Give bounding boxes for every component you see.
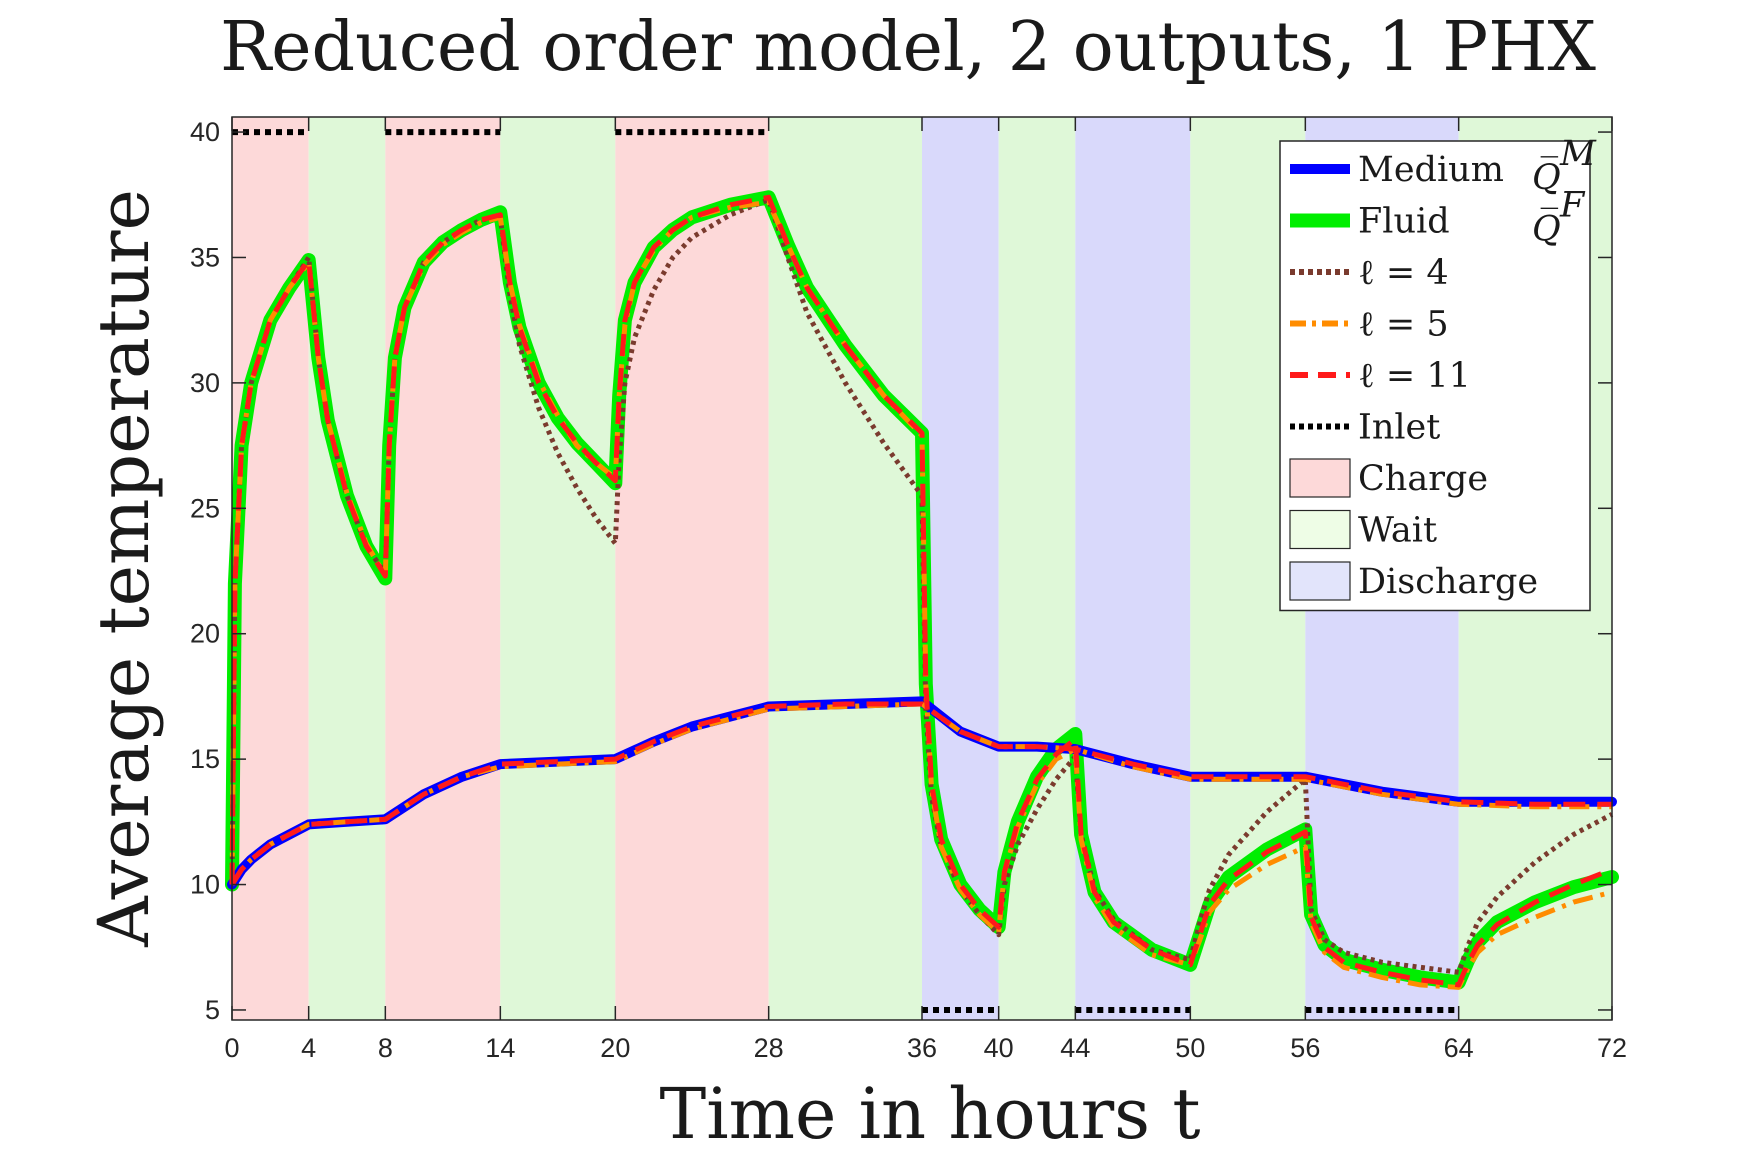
legend-label: ℓ = 11: [1358, 356, 1471, 396]
legend-label: ℓ = 4: [1358, 253, 1449, 293]
x-tick-label: 0: [224, 1033, 239, 1063]
phase-band-wait: [998, 117, 1076, 1020]
y-tick-label: 15: [190, 744, 220, 774]
y-tick-label: 5: [205, 995, 220, 1025]
legend-label: Wait: [1358, 511, 1437, 551]
phase-band-wait: [500, 117, 616, 1020]
series-line-medium-5: [229, 701, 1612, 886]
x-tick-label: 44: [1060, 1033, 1090, 1063]
x-tick-label: 8: [378, 1033, 393, 1063]
series-lines: [225, 129, 1619, 1013]
legend-item: Wait: [1289, 509, 1437, 551]
legend-item: Discharge: [1289, 561, 1538, 602]
x-tick-label: 56: [1290, 1033, 1320, 1063]
legend-swatch: [1289, 561, 1351, 601]
y-tick-label: 20: [190, 619, 220, 649]
legend-symbol-sup: F: [1559, 186, 1586, 226]
x-tick-label: 72: [1597, 1033, 1627, 1063]
legend-symbol: Q̅: [1532, 155, 1561, 198]
legend-label: Discharge: [1358, 562, 1538, 602]
x-tick-label: 4: [301, 1033, 316, 1063]
x-tick-label: 28: [754, 1033, 784, 1063]
y-tick-label: 25: [190, 493, 220, 523]
legend-label: Fluid: [1358, 202, 1450, 242]
y-tick-label: 35: [190, 242, 220, 272]
x-tick-label: 50: [1175, 1033, 1205, 1063]
phase-band-charge: [615, 117, 769, 1020]
legend-swatch: [1289, 509, 1351, 550]
legend-symbol-sup: M: [1559, 134, 1597, 174]
chart-title: Reduced order model, 2 outputs, 1 PHX: [220, 8, 1596, 87]
legend-item: ℓ = 5: [1290, 305, 1449, 345]
legend-item: ℓ = 4: [1290, 253, 1449, 293]
legend-swatch: [1289, 458, 1351, 498]
legend-item: Inlet: [1290, 408, 1440, 448]
ticks: 0 4 8 14 20 28 36 40 44 50 56 64 72 5 10 15 20 25 30 35 40: [190, 117, 1627, 1063]
y-axis-label: Average temperature: [83, 189, 165, 948]
x-tick-label: 36: [907, 1033, 937, 1063]
x-tick-label: 20: [600, 1033, 630, 1063]
legend-symbol: Q̅: [1532, 206, 1561, 249]
legend-label: Inlet: [1358, 408, 1440, 448]
legend-label: Medium: [1358, 150, 1504, 190]
x-tick-label: 40: [984, 1033, 1014, 1063]
y-tick-label: 40: [190, 117, 220, 147]
series-line--11: [229, 194, 1613, 988]
x-tick-label: 14: [485, 1033, 515, 1063]
y-tick-label: 10: [190, 870, 220, 900]
phase-band-charge: [385, 117, 501, 1020]
legend-item: Fluid Q̅F: [1290, 186, 1586, 250]
legend-label: ℓ = 5: [1358, 305, 1449, 345]
x-axis-label: Time in hours t: [660, 1073, 1201, 1155]
y-tick-label: 30: [190, 368, 220, 398]
x-tick-label: 64: [1444, 1033, 1474, 1063]
legend-item: Charge: [1289, 458, 1488, 499]
legend-item: ℓ = 11: [1290, 356, 1471, 396]
legend-item: Medium Q̅M: [1290, 134, 1597, 198]
legend-label: Charge: [1358, 459, 1488, 499]
